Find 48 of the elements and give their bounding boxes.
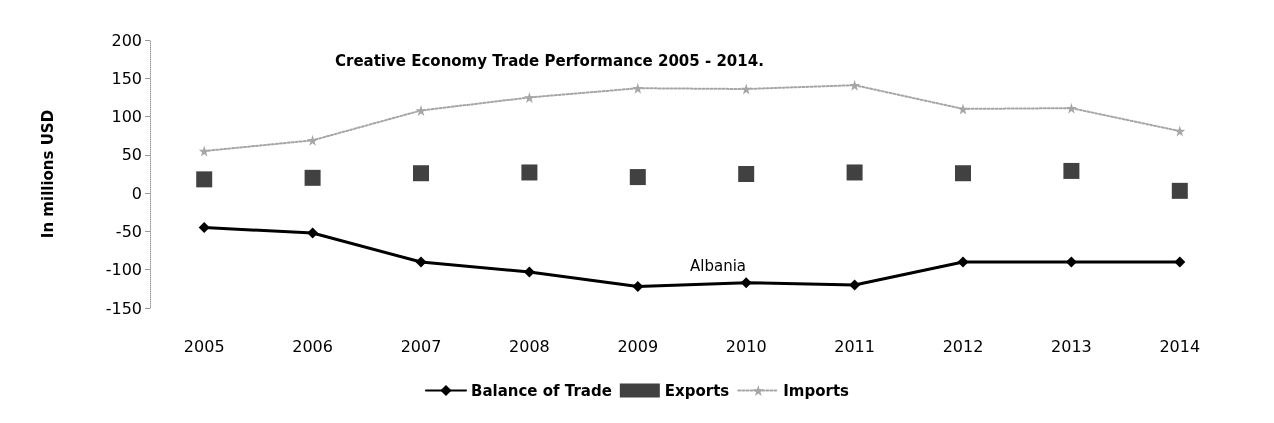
x-tick-label: 2005 [183,336,225,356]
y-tick-label: -100 [105,260,142,280]
x-tick-label: 2009 [617,336,659,356]
point [632,82,644,94]
point [1063,162,1080,179]
point [307,227,319,239]
point [413,165,429,182]
y-tick-label: 150 [111,68,142,88]
x-tick-label: 2008 [509,336,550,356]
point [740,277,752,289]
y-tick-label: 50 [121,145,142,165]
x-tick-label: 2013 [1051,336,1092,356]
legend-label: Exports [664,381,730,400]
point [521,164,538,181]
point [849,79,861,91]
legend-label: Balance of Trade [470,381,612,400]
point [740,83,752,95]
x-tick-label: 2014 [1159,336,1201,356]
legend-label: Imports [783,381,850,400]
point [198,222,210,234]
y-tick-label: -150 [105,298,142,318]
annotation: Albania [690,256,747,275]
point [846,164,863,181]
point [196,171,213,188]
point [849,279,861,291]
point [738,166,755,182]
point [629,169,646,186]
point [1171,182,1188,199]
y-tick-label: 200 [111,30,142,50]
point [304,169,321,186]
point [1174,256,1186,268]
text: Creative Economy Trade Performance 2005 - 2014. [335,51,764,70]
x-tick-label: 2006 [292,336,333,356]
y-tick-label: 100 [111,107,142,127]
point [198,145,210,157]
point [957,256,969,268]
x-tick-label: 2012 [942,336,984,356]
point [632,281,644,293]
y-tick-label: 0 [131,183,142,203]
y-axis-title: In millions USD [38,109,57,239]
point [523,91,535,103]
x-tick-label: 2010 [725,336,767,356]
point [1065,102,1077,114]
point [955,165,971,182]
y-tick-label: -50 [115,221,142,241]
x-tick-label: 2007 [400,336,442,356]
x-tick-label: 2011 [834,336,875,356]
point [415,256,427,268]
